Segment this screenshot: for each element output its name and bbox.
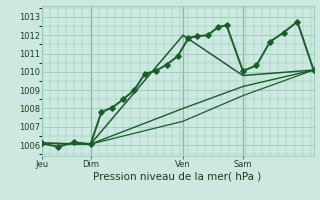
X-axis label: Pression niveau de la mer( hPa ): Pression niveau de la mer( hPa ) [93, 172, 262, 182]
